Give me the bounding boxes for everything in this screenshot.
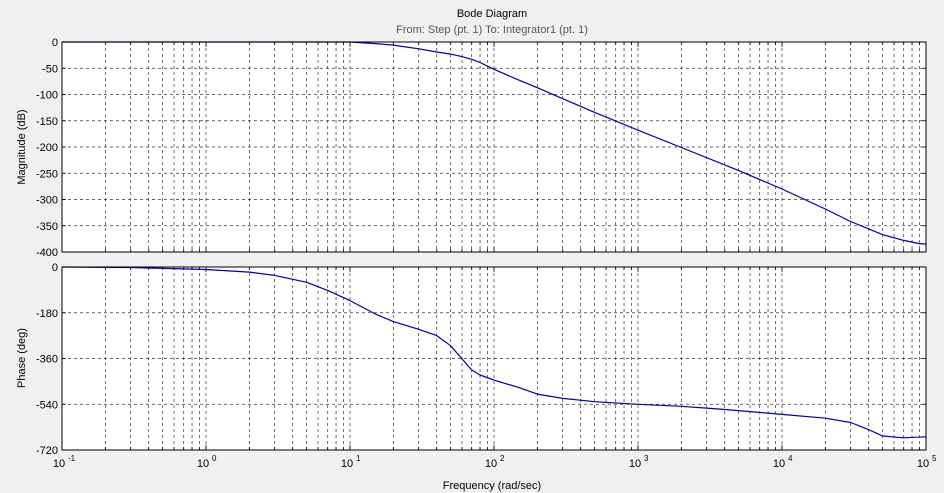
phase-series-line xyxy=(61,266,927,439)
magnitude-y-tick-label: -150 xyxy=(36,116,58,128)
magnitude-y-tick-label: -250 xyxy=(36,168,58,180)
x-tick-label: 10 xyxy=(917,458,929,470)
phase-axes-frame xyxy=(61,266,927,451)
phase-y-tick-label: -360 xyxy=(36,354,58,366)
magnitude-panel: Magnitude (dB) 0 -50 -100 -150 -200 -250 -300 -… xyxy=(16,37,927,259)
x-tick-exponent: -1 xyxy=(68,454,76,463)
magnitude-axes-frame xyxy=(61,41,927,253)
x-tick-label: 10 xyxy=(53,458,65,470)
magnitude-y-tick-label: -50 xyxy=(42,63,58,75)
magnitude-y-tick-label: 0 xyxy=(52,37,58,49)
phase-ylabel: Phase (deg) xyxy=(16,328,28,388)
x-tick-exponent: 0 xyxy=(212,454,217,463)
magnitude-ylabel: Magnitude (dB) xyxy=(16,109,28,184)
phase-y-tick-label: -180 xyxy=(36,308,58,320)
phase-panel: Phase (deg) 0 -180 -360 -540 -720 xyxy=(16,262,927,457)
chart-subtitle: From: Step (pt. 1) To: Integrator1 (pt. … xyxy=(396,24,588,36)
x-tick-exponent: 1 xyxy=(356,454,361,463)
chart-xlabel: Frequency (rad/sec) xyxy=(443,480,541,492)
phase-y-tick-label: -540 xyxy=(36,399,58,411)
magnitude-y-tick-label: -300 xyxy=(36,195,58,207)
chart-title: Bode Diagram xyxy=(457,8,527,20)
x-tick-label: 10 xyxy=(773,458,785,470)
magnitude-y-tick-label: -350 xyxy=(36,221,58,233)
phase-y-tick-label: 0 xyxy=(52,262,58,274)
x-tick-exponent: 2 xyxy=(500,454,505,463)
x-tick-labels: 10 -1 10 0 10 1 10 2 10 3 10 4 10 5 xyxy=(53,454,937,470)
magnitude-y-tick-label: -100 xyxy=(36,90,58,102)
x-tick-label: 10 xyxy=(341,458,353,470)
magnitude-y-tick-label: -400 xyxy=(36,247,58,259)
magnitude-series-line xyxy=(62,41,927,245)
phase-y-tick-label: -720 xyxy=(36,445,58,457)
x-tick-exponent: 5 xyxy=(932,454,937,463)
x-tick-label: 10 xyxy=(197,458,209,470)
x-tick-label: 10 xyxy=(485,458,497,470)
magnitude-y-tick-label: -200 xyxy=(36,142,58,154)
x-tick-exponent: 3 xyxy=(644,454,649,463)
x-tick-label: 10 xyxy=(629,458,641,470)
x-tick-exponent: 4 xyxy=(788,454,793,463)
